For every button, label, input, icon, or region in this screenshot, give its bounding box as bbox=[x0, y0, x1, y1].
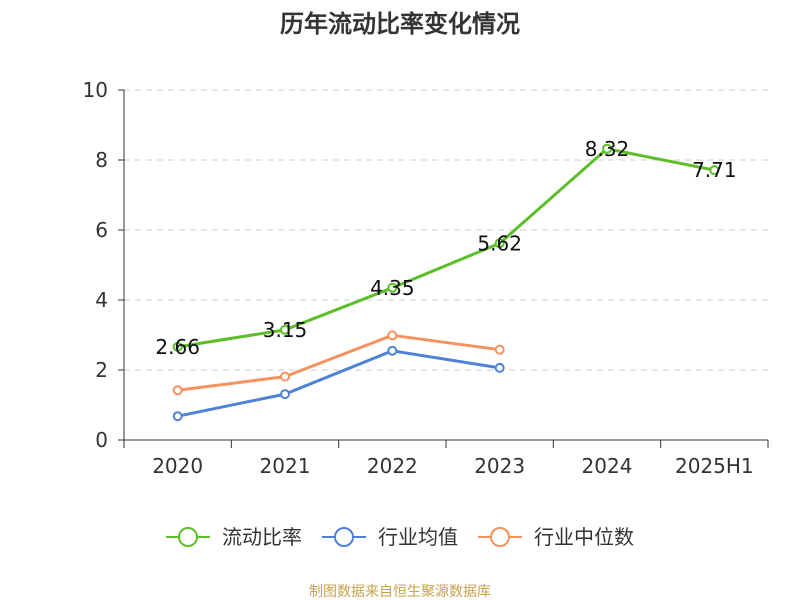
x-tick-label: 2021 bbox=[260, 454, 311, 478]
data-label: 4.35 bbox=[370, 276, 415, 300]
data-point bbox=[172, 385, 183, 396]
data-point bbox=[280, 389, 290, 400]
legend-swatch-marker bbox=[490, 527, 510, 547]
y-tick-label: 8 bbox=[95, 148, 108, 172]
data-point bbox=[494, 362, 505, 373]
data-labels: 2.66 3.15 4.35 5.62 8.32 7.71 bbox=[155, 137, 736, 359]
gridlines bbox=[124, 89, 768, 371]
x-tick-label: 2024 bbox=[582, 454, 633, 478]
data-point bbox=[494, 238, 505, 249]
legend-label: 行业均值 bbox=[378, 525, 458, 549]
series-line bbox=[177, 147, 715, 349]
data-label: 2.66 bbox=[155, 335, 200, 359]
y-tick-label: 2 bbox=[95, 358, 108, 382]
legend-swatch-marker bbox=[178, 527, 198, 547]
y-tick-label: 0 bbox=[95, 428, 108, 452]
data-label: 7.71 bbox=[692, 158, 737, 182]
data-point bbox=[387, 282, 398, 293]
legend: 流动比率 行业均值 行业中位数 bbox=[166, 525, 634, 549]
source-note: 制图数据来自恒生聚源数据库 bbox=[309, 584, 491, 600]
x-tick-label: 2025H1 bbox=[675, 454, 754, 478]
data-point bbox=[709, 165, 720, 176]
data-point bbox=[172, 411, 183, 422]
axes: 0 2 4 6 8 10 2020 2021 2022 2023 2024 2025H1 bbox=[83, 78, 769, 478]
y-tick-label: 6 bbox=[95, 218, 108, 242]
data-point bbox=[387, 330, 398, 341]
data-point bbox=[280, 371, 290, 382]
x-tick-label: 2023 bbox=[474, 454, 525, 478]
chart-title: 历年流动比率变化情况 bbox=[280, 10, 520, 38]
data-point bbox=[172, 341, 183, 352]
x-tick-label: 2020 bbox=[152, 454, 203, 478]
data-point bbox=[387, 345, 398, 356]
series-line bbox=[177, 349, 500, 418]
data-label: 3.15 bbox=[263, 318, 308, 342]
y-tick-label: 4 bbox=[95, 288, 108, 312]
data-point bbox=[280, 324, 290, 335]
y-tick-label: 10 bbox=[83, 78, 108, 102]
data-point bbox=[494, 344, 505, 355]
series-group bbox=[172, 143, 720, 422]
data-point bbox=[602, 143, 612, 154]
legend-swatch-marker bbox=[334, 527, 354, 547]
series-line bbox=[177, 333, 500, 392]
legend-label: 行业中位数 bbox=[534, 525, 634, 549]
x-tick-label: 2022 bbox=[367, 454, 418, 478]
data-label: 5.62 bbox=[477, 231, 522, 255]
data-label: 8.32 bbox=[585, 137, 630, 161]
legend-label: 流动比率 bbox=[222, 525, 302, 549]
